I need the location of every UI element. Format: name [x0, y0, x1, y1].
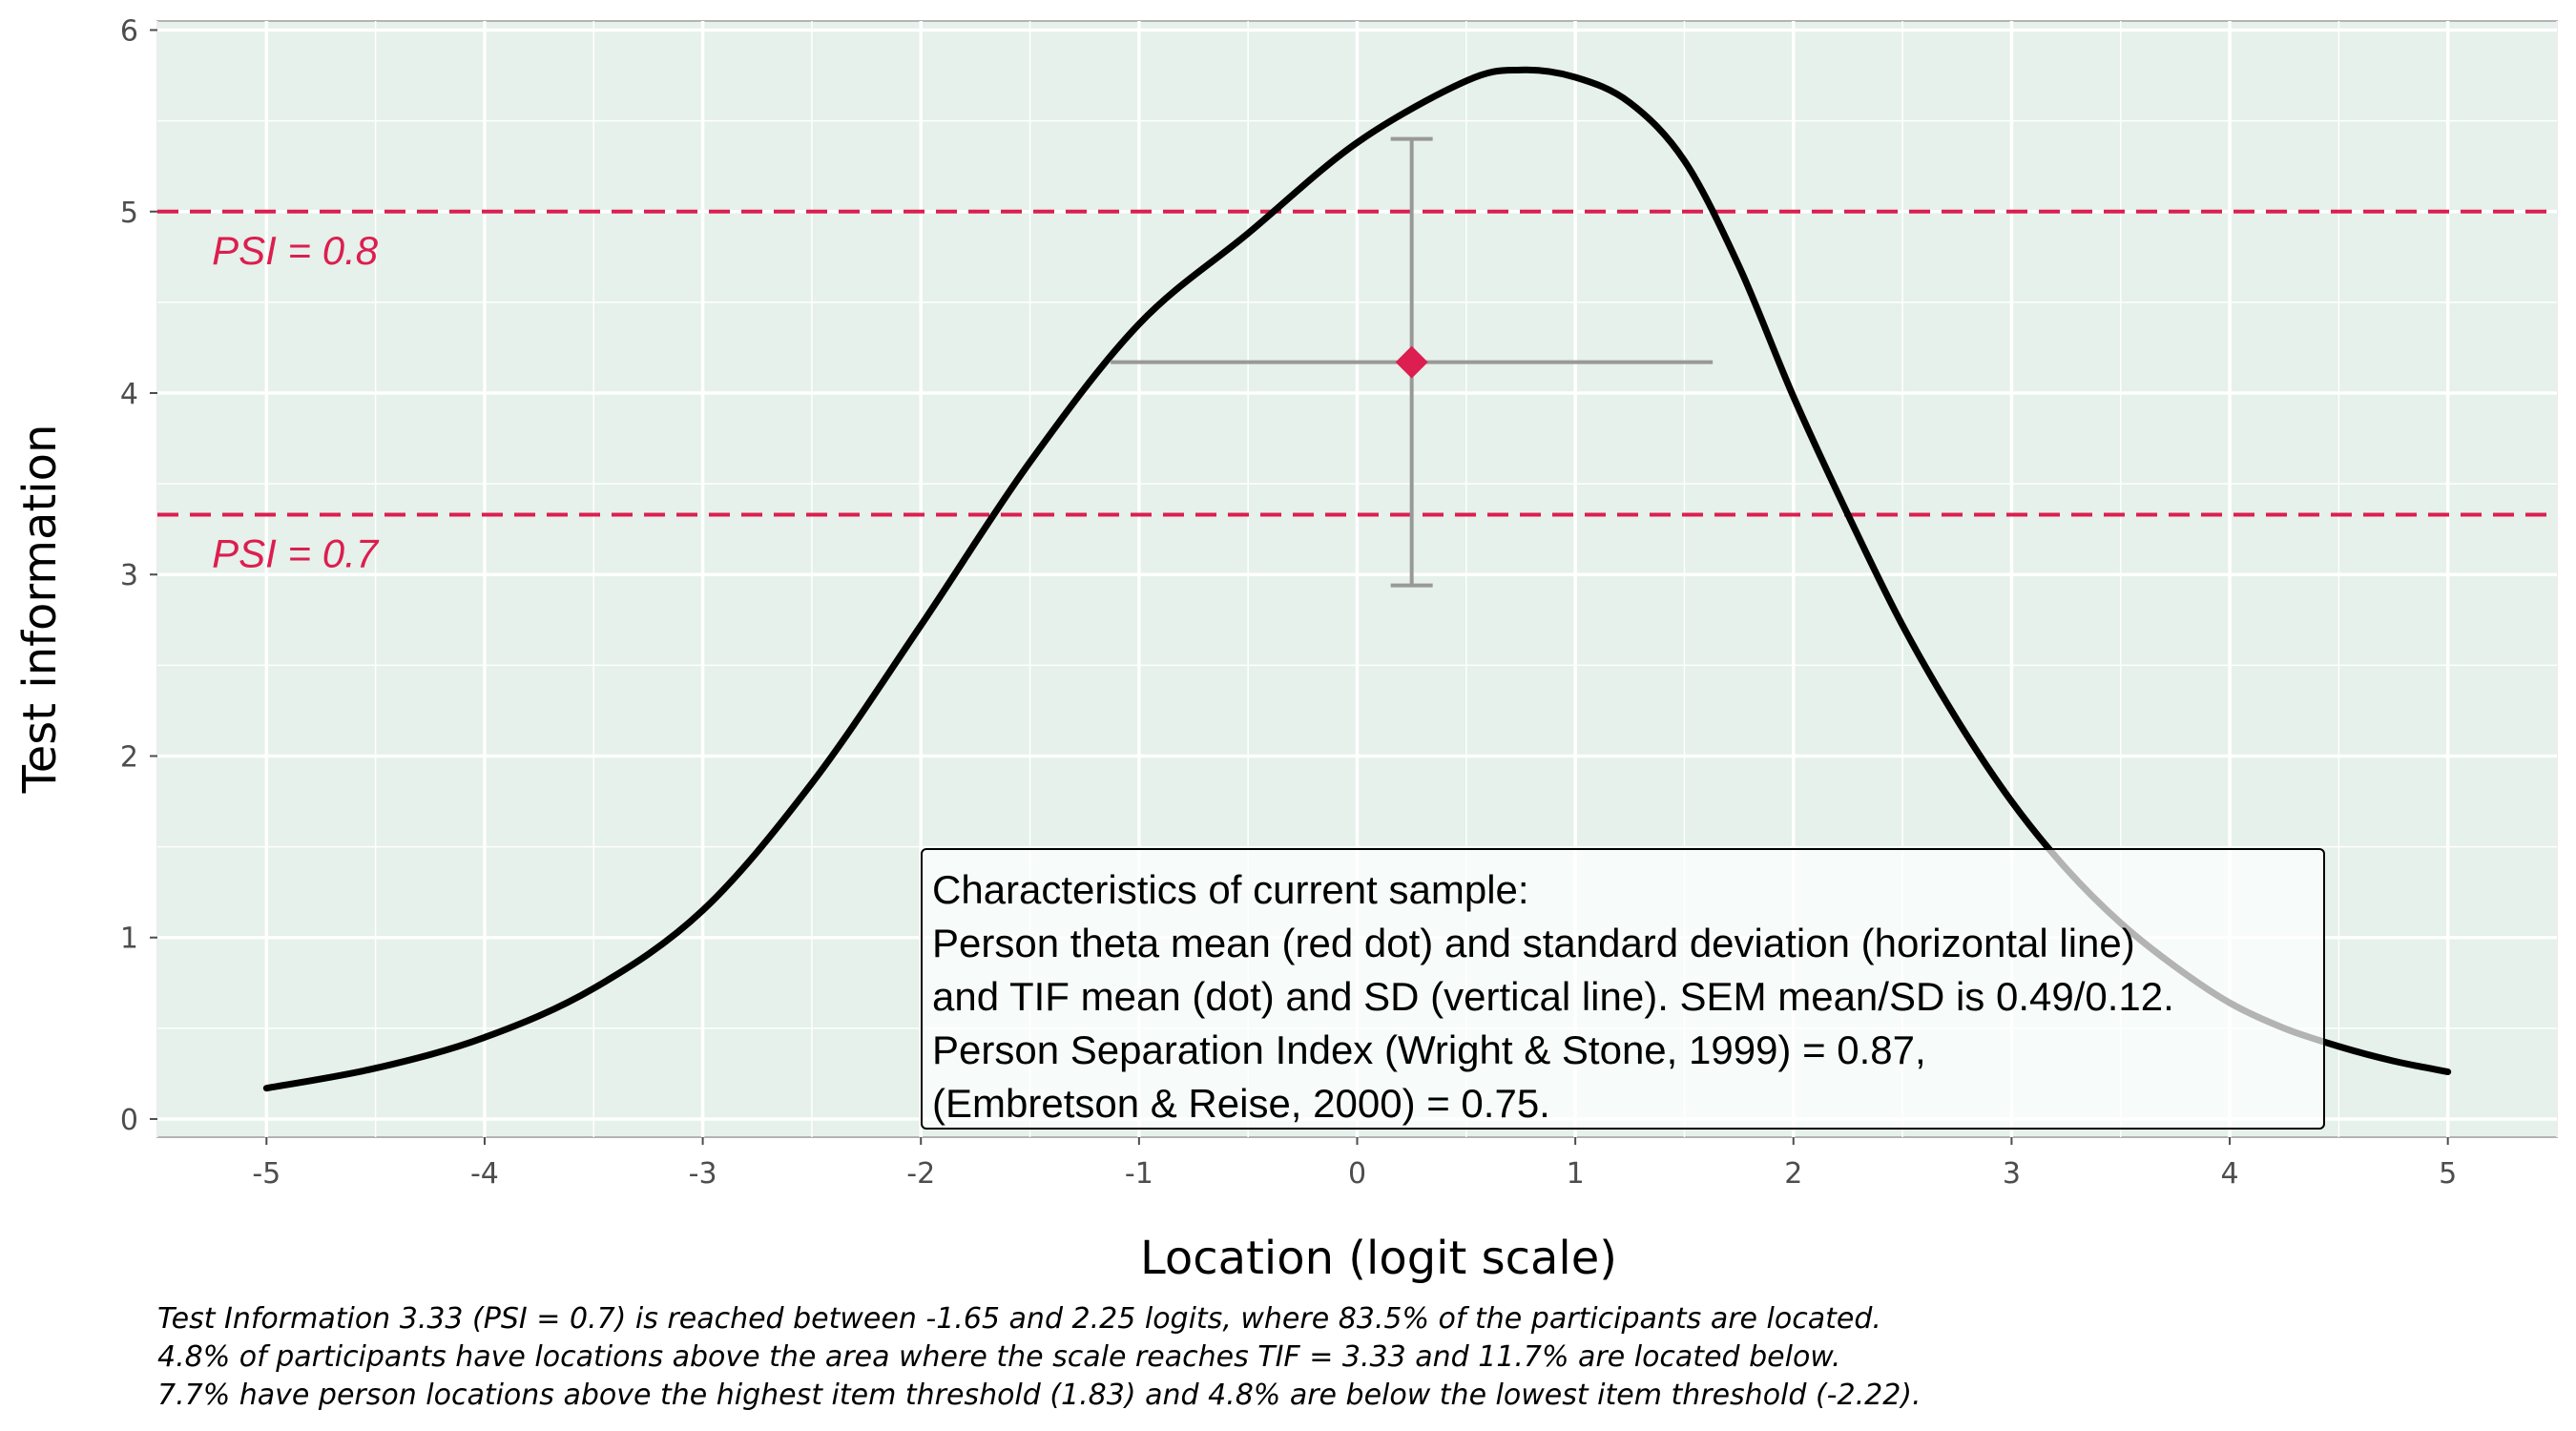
x-axis-ticks: -5 -4 -3 -2 -1 0 1 2 3 4 5 — [252, 1137, 2457, 1191]
reference-lines: PSI = 0.8 PSI = 0.7 — [157, 209, 2557, 575]
y-tick-label: 5 — [120, 197, 138, 230]
y-tick-label: 2 — [120, 740, 138, 774]
psi-label: PSI = 0.7 — [212, 530, 380, 575]
caption-line: 7.7% have person locations above the hig… — [157, 1379, 1922, 1412]
y-axis-title: Test information — [13, 425, 67, 795]
psi-label: PSI = 0.8 — [212, 228, 379, 273]
y-tick-label: 4 — [120, 378, 138, 411]
annotation-line: Person Separation Index (Wright & Stone,… — [932, 1027, 1926, 1072]
annotation-line: (Embretson & Reise, 2000) = 0.75. — [932, 1081, 1550, 1126]
y-tick-label: 0 — [120, 1104, 138, 1137]
x-tick-label: 1 — [1567, 1157, 1585, 1191]
caption-line: 4.8% of participants have locations abov… — [157, 1340, 1840, 1374]
footnote-caption: Test Information 3.33 (PSI = 0.7) is rea… — [157, 1302, 1922, 1412]
annotation-line: Person theta mean (red dot) and standard… — [932, 921, 2135, 965]
x-tick-label: 4 — [2220, 1157, 2238, 1191]
annotation-line: Characteristics of current sample: — [932, 867, 1529, 912]
sample-mean-marker — [1395, 345, 1428, 379]
caption-line: Test Information 3.33 (PSI = 0.7) is rea… — [157, 1302, 1881, 1336]
annotation-line: and TIF mean (dot) and SD (vertical line… — [932, 974, 2174, 1019]
y-tick-label: 1 — [120, 923, 138, 956]
sample-characteristics-box: Characteristics of current sample: Perso… — [921, 848, 2325, 1130]
y-tick-label: 3 — [120, 559, 138, 592]
sample-errorbars — [1111, 136, 1714, 588]
x-tick-label: -1 — [1125, 1157, 1153, 1191]
x-tick-label: 5 — [2439, 1157, 2457, 1191]
x-axis-title: Location (logit scale) — [1140, 1232, 1617, 1285]
x-tick-label: -2 — [906, 1157, 935, 1191]
x-tick-label: 0 — [1348, 1157, 1366, 1191]
y-axis-ticks: 0 1 2 3 4 5 6 — [120, 15, 157, 1137]
x-tick-label: -3 — [689, 1157, 717, 1191]
x-tick-label: -5 — [252, 1157, 280, 1191]
y-tick-label: 6 — [120, 15, 138, 49]
x-tick-label: -4 — [470, 1157, 499, 1191]
x-tick-label: 2 — [1784, 1157, 1802, 1191]
x-tick-label: 3 — [2003, 1157, 2021, 1191]
